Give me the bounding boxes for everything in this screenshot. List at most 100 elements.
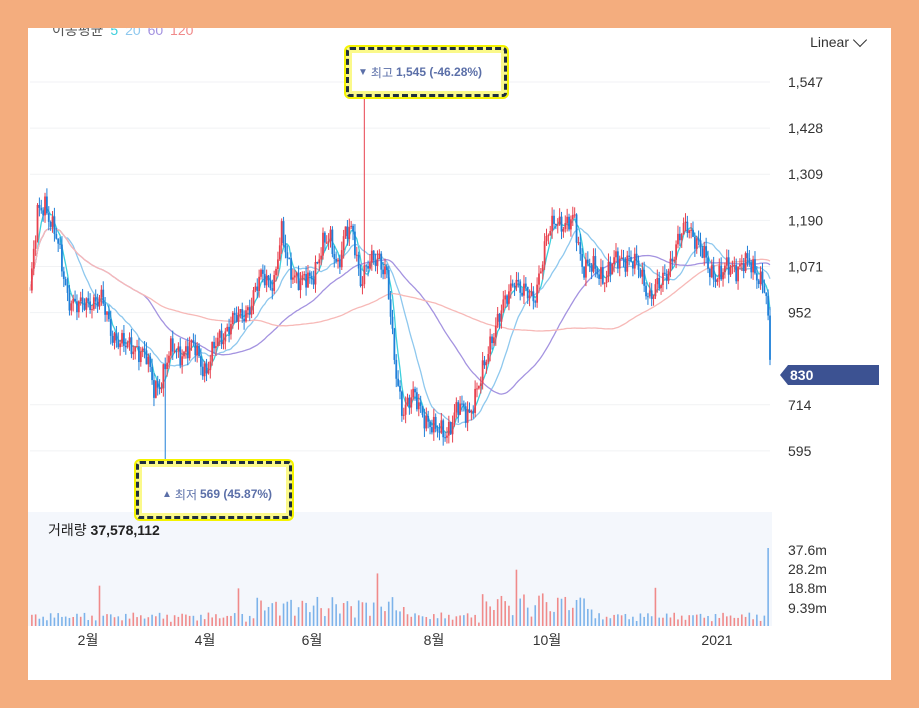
candle-body bbox=[228, 326, 230, 335]
candle-body bbox=[590, 265, 593, 272]
volume-bar bbox=[124, 613, 127, 626]
volume-bar bbox=[519, 598, 522, 626]
candle-body bbox=[102, 289, 105, 304]
volume-bar bbox=[233, 613, 236, 626]
candle-body bbox=[295, 272, 298, 276]
candle-body bbox=[748, 258, 751, 264]
candle-body bbox=[708, 268, 711, 278]
volume-bar bbox=[297, 607, 300, 626]
volume-bar bbox=[451, 619, 454, 626]
candle-body bbox=[354, 231, 356, 256]
volume-bar bbox=[230, 615, 232, 626]
volume-bar bbox=[271, 603, 274, 626]
candle-body bbox=[455, 402, 458, 413]
volume-bar bbox=[684, 619, 687, 626]
candle-body bbox=[301, 275, 304, 281]
candle-body bbox=[515, 279, 518, 288]
x-tick-label: 4월 bbox=[195, 632, 216, 648]
volume-bar bbox=[361, 602, 364, 626]
candle-body bbox=[344, 226, 347, 237]
candle-body bbox=[626, 255, 629, 272]
candle-body bbox=[299, 280, 302, 291]
volume-bar bbox=[117, 616, 120, 626]
candle-body bbox=[171, 338, 174, 352]
candle-body bbox=[611, 264, 614, 275]
volume-bar bbox=[218, 618, 221, 626]
candle-body bbox=[121, 333, 123, 344]
candle-body bbox=[359, 268, 362, 286]
candle-body bbox=[66, 285, 69, 293]
candle-body bbox=[660, 284, 662, 289]
volume-bar bbox=[590, 609, 593, 626]
candle-body bbox=[517, 279, 520, 282]
volume-bar bbox=[538, 595, 540, 626]
volume-bar bbox=[455, 616, 458, 626]
ma-legend: 이동평균 5 20 60 120 bbox=[52, 28, 194, 38]
volume-bar bbox=[624, 613, 627, 626]
candle-body bbox=[34, 240, 37, 249]
candle-body bbox=[138, 346, 140, 363]
candle-body bbox=[695, 238, 698, 249]
volume-bar bbox=[324, 616, 326, 626]
scale-toggle[interactable]: Linear bbox=[810, 32, 868, 50]
volume-bar bbox=[309, 612, 311, 626]
candle-body bbox=[763, 285, 766, 293]
volume-bar bbox=[335, 604, 337, 626]
candle-body bbox=[673, 259, 676, 262]
candle-body bbox=[652, 296, 655, 299]
candle-body bbox=[134, 346, 137, 352]
candle-body bbox=[385, 266, 388, 271]
candle-body bbox=[464, 406, 467, 423]
candle-body bbox=[147, 356, 150, 365]
candle-body bbox=[220, 330, 223, 345]
candle-body bbox=[203, 363, 206, 377]
volume-bar bbox=[185, 614, 187, 626]
volume-bar bbox=[639, 613, 642, 626]
candle-body bbox=[725, 257, 728, 266]
candle-body bbox=[534, 301, 537, 303]
volume-bar bbox=[402, 607, 405, 626]
volume-bar bbox=[699, 613, 702, 626]
candle-body bbox=[607, 261, 610, 277]
volume-bar bbox=[628, 619, 630, 626]
candle-body bbox=[355, 254, 358, 256]
candle-body bbox=[485, 362, 488, 366]
candle-body bbox=[395, 359, 398, 379]
candle-body bbox=[104, 303, 107, 315]
candle-body bbox=[451, 422, 454, 435]
candle-body bbox=[410, 397, 413, 408]
volume-bar bbox=[560, 598, 563, 626]
candle-body bbox=[663, 272, 666, 274]
candle-body bbox=[434, 416, 437, 429]
candle-body bbox=[425, 416, 428, 429]
volume-bar bbox=[372, 602, 375, 626]
candle-body bbox=[716, 279, 719, 282]
min-label: 최저 bbox=[174, 487, 197, 502]
price-chart[interactable]: 1,547 1,428 1,309 1,190 1,071 952 714 595 37.6m… bbox=[28, 28, 891, 680]
candle-body bbox=[573, 214, 576, 216]
candle-body bbox=[549, 231, 552, 236]
volume-bar bbox=[200, 614, 202, 626]
volume-bar bbox=[406, 614, 409, 626]
candle-body bbox=[335, 258, 338, 262]
candle-body bbox=[519, 281, 522, 293]
volume-bar bbox=[301, 600, 304, 626]
candle-body bbox=[554, 223, 557, 226]
candle-body bbox=[38, 204, 41, 208]
volume-bar bbox=[312, 605, 315, 626]
candle-body bbox=[342, 236, 345, 251]
candle-body bbox=[153, 380, 155, 398]
candle-body bbox=[166, 362, 169, 370]
candle-body bbox=[44, 196, 46, 216]
volume-bar bbox=[635, 620, 638, 626]
candle-body bbox=[128, 337, 131, 343]
candle-body bbox=[541, 264, 544, 272]
candle-body bbox=[164, 364, 167, 370]
volume-bar bbox=[594, 618, 597, 626]
volume-bar bbox=[384, 611, 386, 626]
volume-bar bbox=[508, 605, 510, 626]
candle-body bbox=[62, 271, 65, 280]
candle-body bbox=[718, 265, 721, 280]
candle-body bbox=[115, 333, 118, 341]
